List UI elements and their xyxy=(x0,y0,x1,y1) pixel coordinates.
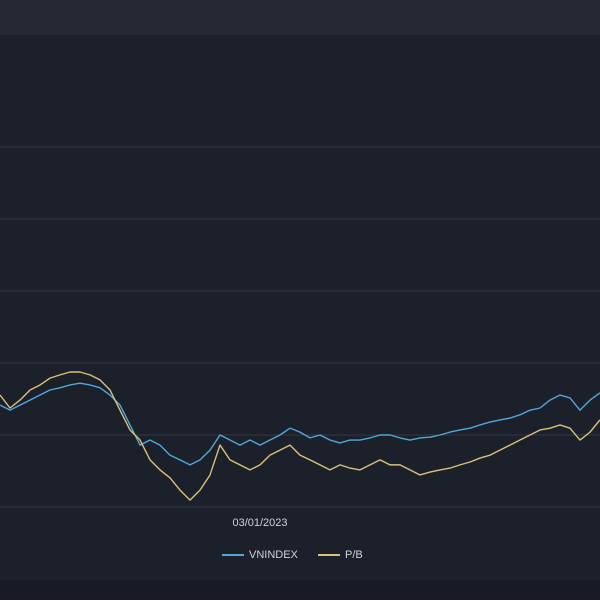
x-tick-label: 03/01/2023 xyxy=(232,517,287,529)
series-line xyxy=(0,371,600,501)
top-bar xyxy=(0,0,600,35)
series-line xyxy=(0,382,600,466)
legend-label: P/B xyxy=(345,549,363,561)
legend-label: VNINDEX xyxy=(249,549,299,561)
bottom-bar xyxy=(0,580,600,600)
